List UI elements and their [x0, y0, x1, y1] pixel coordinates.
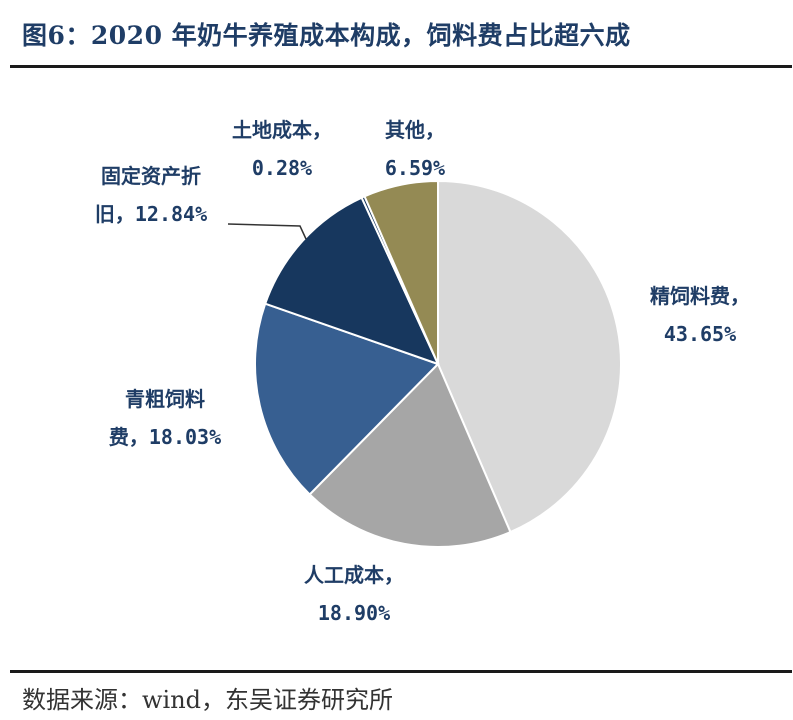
chart-title: 图6：2020 年奶牛养殖成本构成，饲料费占比超六成 [22, 21, 631, 50]
leader-line [227, 223, 307, 240]
source-divider [10, 670, 792, 673]
slice-label: 固定资产折旧，12.84% [95, 164, 207, 226]
slice-label: 精饲料费， 43.65% [650, 284, 750, 346]
pie-slice [263, 196, 440, 366]
pie-slice [437, 179, 623, 534]
pie-slice [254, 302, 440, 496]
source-note: 数据来源：wind，东吴证券研究所 [22, 686, 394, 714]
pie-slice [363, 179, 439, 365]
title-divider [10, 65, 792, 68]
slice-label: 其他， 6.59% [385, 118, 445, 180]
slice-label: 青粗饲料费，18.03% [109, 387, 221, 449]
pie-slice [308, 362, 512, 548]
slice-label: 土地成本， 0.28% [232, 118, 332, 180]
slice-label: 人工成本， 18.90% [304, 563, 404, 625]
